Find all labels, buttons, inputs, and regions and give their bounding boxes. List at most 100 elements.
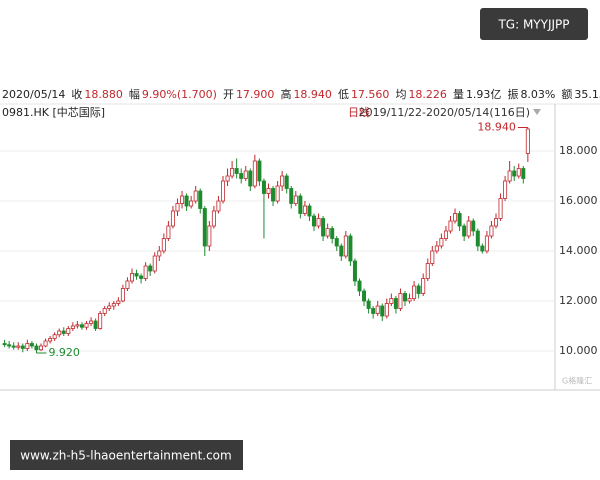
candle-body [248,170,253,187]
candle-body [521,168,526,179]
candle-body [239,173,244,179]
quote-label: 均 [395,88,406,101]
candle-body [366,300,371,309]
candle-body [293,195,298,204]
y-tick-label: 16.000 [559,194,598,207]
y-tick-label: 12.000 [559,294,598,307]
candle-body [480,245,485,252]
quote-label: 量 [453,88,464,101]
candle-body [398,293,403,309]
candle-body [503,180,508,199]
candle-body [284,175,289,189]
candle-body [512,170,517,177]
candle-body [184,195,189,207]
quote-label: 低 [338,88,349,101]
quote-line: 2020/05/14 收 18.880 幅 9.90%(1.700) 开 17.900 高 18… [2,87,600,101]
candle-body [107,305,112,309]
quote-value: 17.560 [351,88,390,101]
candle-body [157,250,162,257]
candle-body [84,323,89,328]
quote-value: 35.15亿 [574,88,600,101]
annotation: 18.940 [477,121,516,134]
y-tick-label: 10.000 [559,344,598,357]
candle-body [516,168,521,177]
candle-body [307,205,312,217]
quote-value: 1.93亿 [466,88,502,101]
annotation: 9.920 [48,346,79,359]
quote-label: 额 [561,88,572,101]
candle-body [343,235,348,257]
candle-body [311,215,316,227]
candle-body [102,308,107,314]
candle-body [202,208,207,247]
candle-body [25,343,30,349]
candle-body [393,298,398,309]
candle-body [52,334,57,339]
date-range: 2019/11/22-2020/05/14(116日) [359,106,530,119]
candle-body [453,213,458,222]
candle-body [11,345,16,348]
candle-body [416,285,421,294]
candle-body [471,220,476,232]
y-tick-label: 18.000 [559,144,598,157]
candle-body [289,188,294,204]
symbol: 0981.HK [中芯国际] [2,105,105,119]
quote-value: 9.90%(1.700) [142,88,217,101]
candle-body [2,343,7,346]
candle-body [116,300,121,304]
badge: TG: MYYJJPP [497,18,569,32]
candle-body [166,225,171,239]
candle-body [143,265,148,279]
candle-body [475,230,480,247]
candle-body [175,203,180,212]
candle-body [111,303,116,307]
period: 日线 [348,105,370,119]
candle-body [16,345,21,348]
quote-label: 开 [223,88,234,101]
candle-body [79,324,84,328]
candle-body [430,250,435,264]
badge-bg [480,8,588,40]
quote-label: 幅 [129,88,140,101]
quote-value: 18.226 [408,88,447,101]
candle-body [220,180,225,202]
candle-body [457,213,462,227]
quote-date: 2020/05/14 [2,88,65,101]
candle-body [348,235,353,262]
candle-body [434,245,439,252]
candle-body [89,320,94,324]
candle-body [321,218,326,237]
candle-body [207,225,212,247]
y-tick-label: 14.000 [559,244,598,257]
candle-body [152,255,157,272]
candle-body [302,205,307,214]
candle-body [412,285,417,299]
candle-body [407,298,412,302]
quote-value: 8.03% [520,88,555,101]
candle-body [257,160,262,182]
candle-body [484,235,489,252]
candle-body [362,290,367,302]
quote-value: 17.900 [236,88,275,101]
candle-body [139,275,144,279]
candle-body [180,195,185,204]
candle-body [225,175,230,182]
candle-body [43,340,48,347]
candle-body [421,278,426,294]
logo: G格隆汇 [562,376,592,386]
candle-body [439,238,444,247]
dropdown-arrow[interactable] [533,109,541,115]
candle-body [61,330,66,334]
candle-body [189,200,194,207]
candle-body [525,128,530,154]
candle-body [443,230,448,239]
candle-body [134,273,139,277]
candle-body [462,225,467,237]
candle-body [466,220,471,237]
candle-body [252,160,257,187]
candle-body [93,320,98,329]
candle-body [70,325,75,329]
candle-body [375,305,380,314]
candle-body [316,218,321,227]
